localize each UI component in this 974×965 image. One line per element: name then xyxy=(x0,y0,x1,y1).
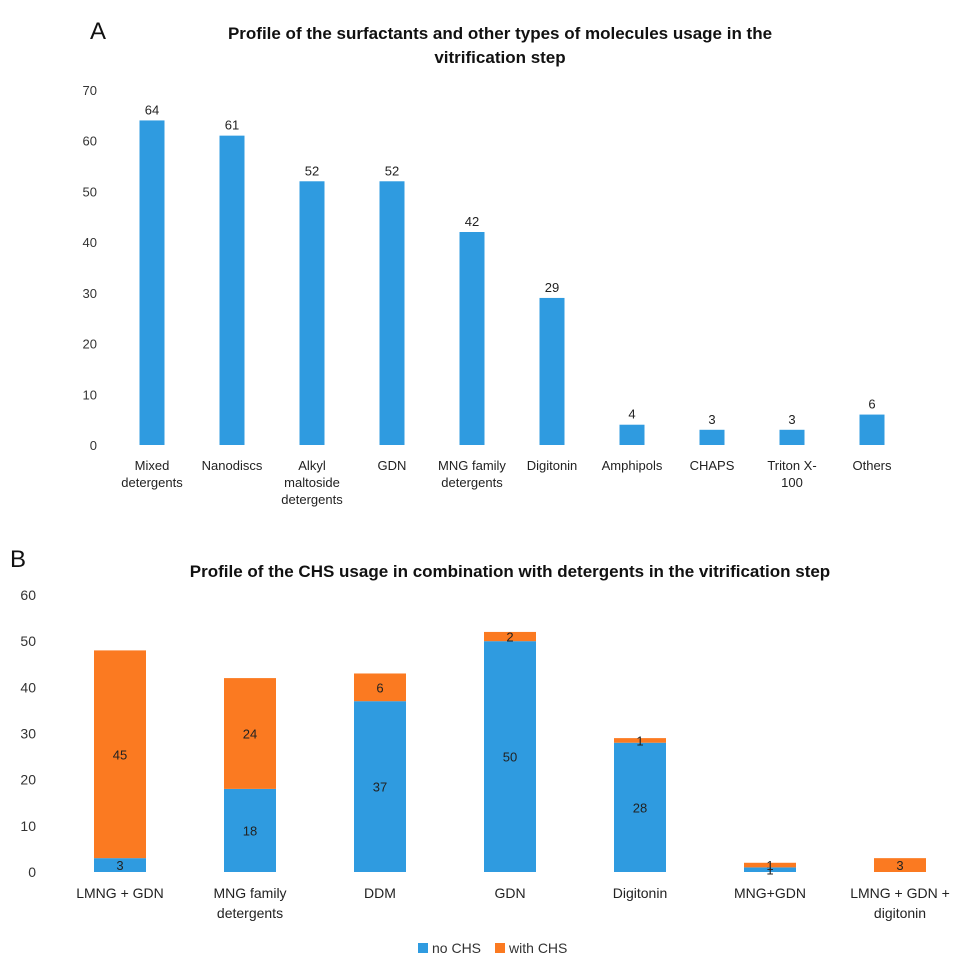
chart-a-category-label: CHAPS xyxy=(690,458,735,473)
chart-b-data-label-with-chs: 1 xyxy=(766,858,773,873)
chart-a-data-label: 64 xyxy=(145,102,159,117)
panel-a-letter: A xyxy=(90,18,107,45)
chart-a-data-label: 3 xyxy=(708,412,715,427)
chart-a-data-label: 4 xyxy=(628,407,635,422)
chart-a-category-label: detergents xyxy=(441,475,503,490)
chart-a-category-label: detergents xyxy=(281,492,343,507)
chart-b-category-label: MNG family xyxy=(213,885,286,901)
chart-a-ytick-label: 40 xyxy=(83,235,97,250)
chart-a-bar xyxy=(619,424,645,445)
chart-a-data-label: 3 xyxy=(788,412,795,427)
chart-b-category-label: detergents xyxy=(217,905,283,921)
chart-a-title-line-2: vitrification step xyxy=(434,48,566,67)
chart-b-title: Profile of the CHS usage in combination … xyxy=(189,562,831,581)
legend-item-with-chs: with CHS xyxy=(495,940,567,956)
chart-a-bar xyxy=(219,135,245,445)
chart-a-data-label: 29 xyxy=(545,280,559,295)
chart-a-ytick-label: 50 xyxy=(83,184,97,199)
chart-b-bar-no-chs xyxy=(94,858,146,872)
chart-b-data-label-with-chs: 2 xyxy=(506,630,513,645)
chart-b-data-label-with-chs: 3 xyxy=(896,858,903,873)
chart-b-category-label: Digitonin xyxy=(613,885,667,901)
chart-a-ytick-label: 30 xyxy=(83,286,97,301)
chart-b-bar-no-chs xyxy=(744,867,796,872)
chart-a-ytick-label: 70 xyxy=(83,83,97,98)
chart-a-category-label: maltoside xyxy=(284,475,340,490)
chart-b-bar-no-chs xyxy=(354,701,406,872)
chart-a-data-label: 52 xyxy=(385,163,399,178)
chart-b-bar-with-chs xyxy=(744,862,796,868)
chart-a-category-label: 100 xyxy=(781,475,803,490)
chart-a-data-label: 52 xyxy=(305,163,319,178)
panel-b-letter: B xyxy=(10,546,27,573)
chart-a-ytick-label: 60 xyxy=(83,134,97,149)
chart-a-category-label: MNG family xyxy=(438,458,506,473)
legend-label-with-chs: with CHS xyxy=(509,940,568,956)
chart-b-category-label: digitonin xyxy=(874,905,926,921)
chart-b-ytick-label: 60 xyxy=(20,587,36,603)
chart-a-bar xyxy=(859,414,885,445)
chart-b-bar-no-chs xyxy=(484,641,536,872)
chart-b-data-label-no-chs: 18 xyxy=(243,823,257,838)
chart-a-bar xyxy=(539,297,565,445)
chart-a-title: Profile of the surfactants and other typ… xyxy=(150,22,850,70)
chart-b-ytick-label: 10 xyxy=(20,818,36,834)
chart-a-title-line-1: Profile of the surfactants and other typ… xyxy=(227,24,773,43)
legend-item-no-chs: no CHS xyxy=(418,940,481,956)
chart-b-category-label: DDM xyxy=(364,885,396,901)
chart-b-bar-with-chs xyxy=(224,678,276,789)
chart-b-data-label-no-chs: 1 xyxy=(766,863,773,878)
chart-a-category-label: Digitonin xyxy=(527,458,578,473)
chart-b-data-label-with-chs: 1 xyxy=(636,733,643,748)
chart-a-category-label: Nanodiscs xyxy=(202,458,263,473)
chart-a-bar xyxy=(299,181,325,446)
chart-b-bar-with-chs xyxy=(94,650,146,859)
chart-b-data-label-with-chs: 6 xyxy=(376,680,383,695)
chart-b-data-label-no-chs: 28 xyxy=(633,800,647,815)
chart-a-category-label: Others xyxy=(852,458,892,473)
chart-a-category-label: Mixed xyxy=(135,458,170,473)
chart-b-ytick-label: 40 xyxy=(20,679,36,695)
chart-a-bar xyxy=(699,429,725,445)
chart-b-ytick-label: 20 xyxy=(20,772,36,788)
chart-b-data-label-no-chs: 50 xyxy=(503,750,517,765)
chart-a-data-label: 6 xyxy=(868,397,875,412)
chart-b-bar-with-chs xyxy=(614,738,666,743)
legend-swatch-no-chs xyxy=(418,943,428,953)
legend-swatch-with-chs xyxy=(495,943,506,953)
chart-a-bar xyxy=(139,120,165,445)
chart-a-data-label: 61 xyxy=(225,118,239,133)
chart-a-bar xyxy=(779,429,805,445)
chart-b-ytick-label: 50 xyxy=(20,633,36,649)
chart-b-data-label-with-chs: 24 xyxy=(243,727,257,742)
chart-a-bar xyxy=(459,232,485,445)
chart-b-data-label-no-chs: 37 xyxy=(373,780,387,795)
chart-a-category-label: Amphipols xyxy=(602,458,663,473)
chart-b-bar-with-chs xyxy=(484,631,536,642)
legend-label-no-chs: no CHS xyxy=(432,940,482,956)
chart-b-ytick-label: 30 xyxy=(20,726,36,742)
chart-a-category-label: detergents xyxy=(121,475,183,490)
chart-b-category-label: MNG+GDN xyxy=(734,885,806,901)
chart-b-bar-no-chs xyxy=(614,742,666,872)
chart-b-bar-no-chs xyxy=(224,788,276,872)
chart-b-legend: no CHS with CHS xyxy=(418,940,581,956)
chart-a-category-label: Triton X- xyxy=(767,458,816,473)
chart-b-category-label: LMNG + GDN xyxy=(76,885,164,901)
chart-b-bar-with-chs xyxy=(354,673,406,702)
chart-a-category-label: Alkyl xyxy=(298,458,326,473)
chart-b-ytick-label: 0 xyxy=(28,864,36,880)
chart-a-ytick-label: 10 xyxy=(83,387,97,402)
chart-b-bar-with-chs xyxy=(874,858,926,872)
chart-a-bar xyxy=(379,181,405,446)
chart-b-data-label-with-chs: 45 xyxy=(113,747,127,762)
chart-b-category-label: GDN xyxy=(494,885,525,901)
chart-a-ytick-label: 20 xyxy=(83,337,97,352)
chart-b-data-label-no-chs: 3 xyxy=(116,858,123,873)
chart-b-category-label: LMNG + GDN + xyxy=(850,885,950,901)
chart-a-data-label: 42 xyxy=(465,214,479,229)
chart-a-ytick-label: 0 xyxy=(90,438,97,453)
chart-a-category-label: GDN xyxy=(378,458,407,473)
